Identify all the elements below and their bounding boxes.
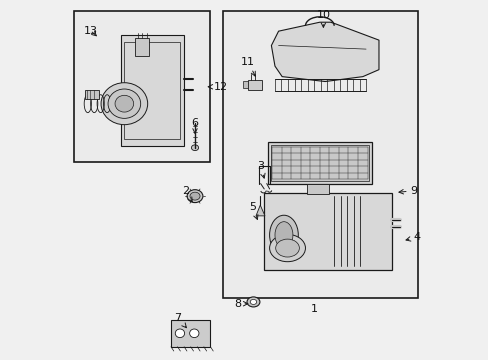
Text: 2: 2 xyxy=(182,186,192,202)
Ellipse shape xyxy=(191,145,198,150)
Bar xyxy=(247,80,261,90)
Ellipse shape xyxy=(115,95,133,112)
Text: 12: 12 xyxy=(208,82,228,92)
Ellipse shape xyxy=(250,300,256,305)
Text: 1: 1 xyxy=(310,305,317,315)
Text: 8: 8 xyxy=(233,299,247,309)
Text: 5: 5 xyxy=(249,202,257,220)
Ellipse shape xyxy=(175,329,184,338)
Bar xyxy=(135,39,149,56)
Bar xyxy=(121,35,183,146)
Bar xyxy=(223,12,418,298)
Text: 9: 9 xyxy=(398,186,416,196)
Ellipse shape xyxy=(274,222,292,248)
Ellipse shape xyxy=(101,83,147,125)
Bar xyxy=(264,193,391,270)
Polygon shape xyxy=(255,205,264,216)
Text: 6: 6 xyxy=(191,118,198,133)
Ellipse shape xyxy=(246,297,260,307)
Ellipse shape xyxy=(275,239,299,257)
Ellipse shape xyxy=(189,329,199,338)
Ellipse shape xyxy=(190,192,200,200)
Bar xyxy=(171,320,210,347)
Ellipse shape xyxy=(187,190,203,203)
Text: 3: 3 xyxy=(257,161,264,178)
Polygon shape xyxy=(271,22,378,81)
Text: 11: 11 xyxy=(241,57,255,76)
Text: 4: 4 xyxy=(405,232,419,242)
Text: 10: 10 xyxy=(316,10,330,27)
Bar xyxy=(267,142,371,184)
Text: 13: 13 xyxy=(84,26,98,36)
Ellipse shape xyxy=(108,89,141,118)
Bar xyxy=(74,12,210,162)
Bar xyxy=(306,184,328,194)
Bar xyxy=(270,145,368,181)
Ellipse shape xyxy=(269,234,305,262)
Ellipse shape xyxy=(269,215,298,255)
Bar xyxy=(85,90,99,99)
Bar xyxy=(242,81,248,88)
Text: 7: 7 xyxy=(174,313,186,328)
Bar xyxy=(124,42,180,139)
